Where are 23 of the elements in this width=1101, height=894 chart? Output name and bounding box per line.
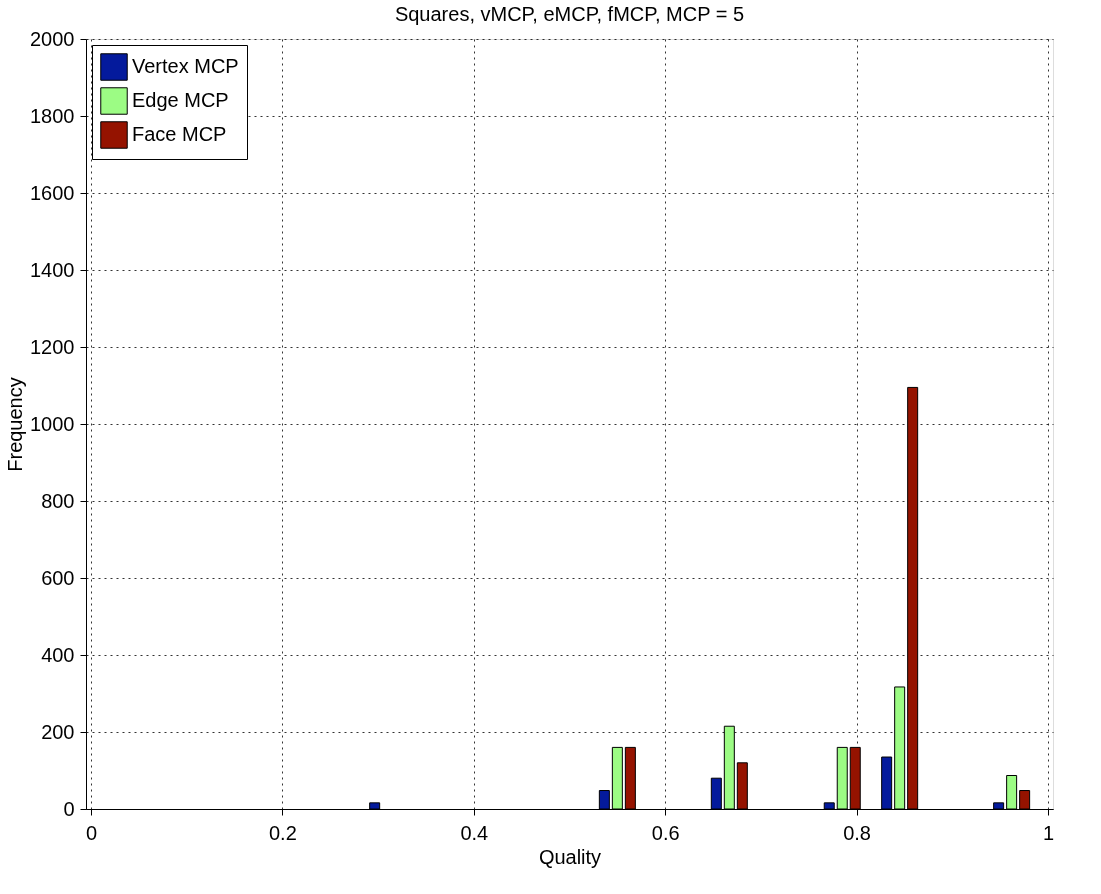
x-tick-label: 0 — [85, 821, 98, 844]
y-tick-label: 1600 — [30, 181, 75, 204]
chart-title: Squares, vMCP, eMCP, fMCP, MCP = 5 — [394, 3, 745, 25]
y-tick-label: 800 — [41, 489, 75, 512]
y-axis-title: Frequency — [4, 377, 27, 472]
x-tick-label: 0.6 — [651, 821, 680, 844]
legend-label: Vertex MCP — [132, 55, 239, 77]
x-tick-label: 0.2 — [268, 821, 297, 844]
y-tick-label: 400 — [41, 643, 75, 666]
legend-label: Edge MCP — [132, 89, 229, 111]
x-tick-label: 0.4 — [460, 821, 489, 844]
y-tick-label: 0 — [63, 797, 75, 820]
y-tick-label: 1400 — [30, 258, 75, 281]
y-tick-label: 600 — [41, 566, 75, 589]
y-tick-label: 1000 — [30, 412, 75, 435]
y-tick-label: 200 — [41, 720, 75, 743]
x-tick-label: 1 — [1042, 821, 1055, 844]
y-tick-label: 1800 — [30, 104, 75, 127]
y-tick-label: 2000 — [30, 27, 75, 50]
x-tick-label: 0.8 — [843, 821, 872, 844]
legend-label: Face MCP — [132, 123, 227, 145]
x-axis-title: Quality — [538, 845, 602, 868]
y-tick-label: 1200 — [30, 335, 75, 358]
